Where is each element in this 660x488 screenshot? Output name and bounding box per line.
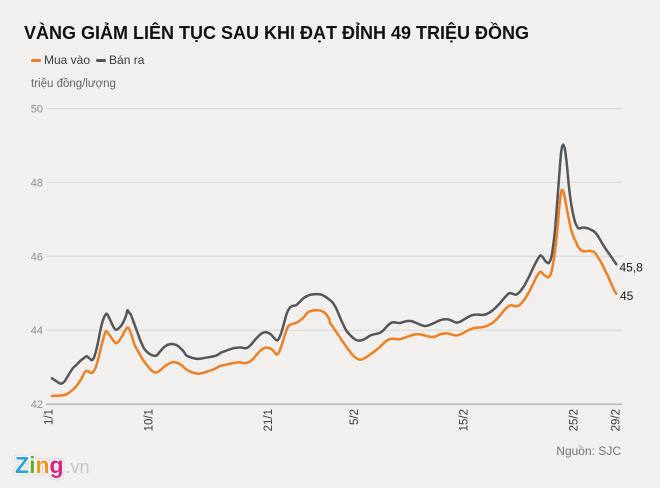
svg-text:46: 46 bbox=[31, 251, 43, 263]
svg-text:50: 50 bbox=[31, 104, 43, 116]
svg-text:1/1: 1/1 bbox=[44, 409, 56, 425]
svg-text:25/2: 25/2 bbox=[569, 409, 581, 431]
svg-text:15/2: 15/2 bbox=[459, 409, 471, 431]
svg-text:Zing: Zing bbox=[15, 452, 64, 478]
svg-text:10/1: 10/1 bbox=[144, 409, 156, 431]
svg-text:42: 42 bbox=[31, 399, 43, 411]
svg-text:Zing: Zing bbox=[15, 452, 64, 478]
svg-text:45,8: 45,8 bbox=[620, 261, 644, 275]
svg-text:45: 45 bbox=[620, 289, 634, 303]
svg-text:29/2: 29/2 bbox=[611, 409, 623, 431]
svg-text:48: 48 bbox=[31, 177, 43, 189]
svg-text:.vn: .vn bbox=[66, 457, 90, 477]
svg-text:5/2: 5/2 bbox=[349, 409, 361, 425]
svg-text:Zing: Zing bbox=[15, 452, 64, 478]
svg-text:21/1: 21/1 bbox=[263, 409, 275, 431]
svg-text:44: 44 bbox=[31, 325, 43, 337]
